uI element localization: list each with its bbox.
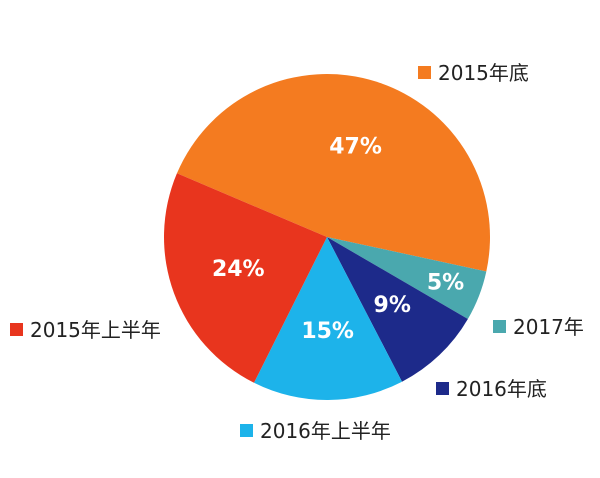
- legend-swatch: [240, 424, 253, 437]
- legend: 2015年底 2017年 2016年底 2016年上半年 2015年上半年: [10, 61, 584, 443]
- slice-value-label: 24%: [212, 257, 265, 282]
- legend-label: 2016年底: [456, 377, 547, 401]
- pie-slice: [254, 237, 403, 400]
- legend-label: 2015年上半年: [30, 318, 161, 342]
- legend-item: 2016年上半年: [240, 419, 391, 443]
- slice-value-label: 9%: [374, 293, 411, 318]
- pie-slices: [163, 74, 490, 400]
- legend-swatch: [436, 382, 449, 395]
- legend-label: 2015年底: [438, 61, 529, 85]
- slice-value-label: 5%: [427, 270, 464, 295]
- legend-label: 2016年上半年: [260, 419, 391, 443]
- legend-item: 2017年: [493, 315, 584, 339]
- legend-item: 2016年底: [436, 377, 547, 401]
- pie-slice: [327, 237, 487, 319]
- slice-value-labels: 47% 5% 9% 15% 24%: [212, 134, 464, 344]
- pie-slice: [176, 74, 490, 272]
- slice-value-label: 47%: [329, 134, 382, 159]
- slice-value-label: 15%: [301, 319, 354, 344]
- pie-slice: [163, 173, 327, 383]
- legend-label: 2017年: [513, 315, 584, 339]
- legend-swatch: [418, 66, 431, 79]
- legend-swatch: [493, 320, 506, 333]
- legend-item: 2015年上半年: [10, 318, 161, 342]
- legend-swatch: [10, 323, 23, 336]
- pie-slice: [327, 237, 468, 382]
- legend-item: 2015年底: [418, 61, 529, 85]
